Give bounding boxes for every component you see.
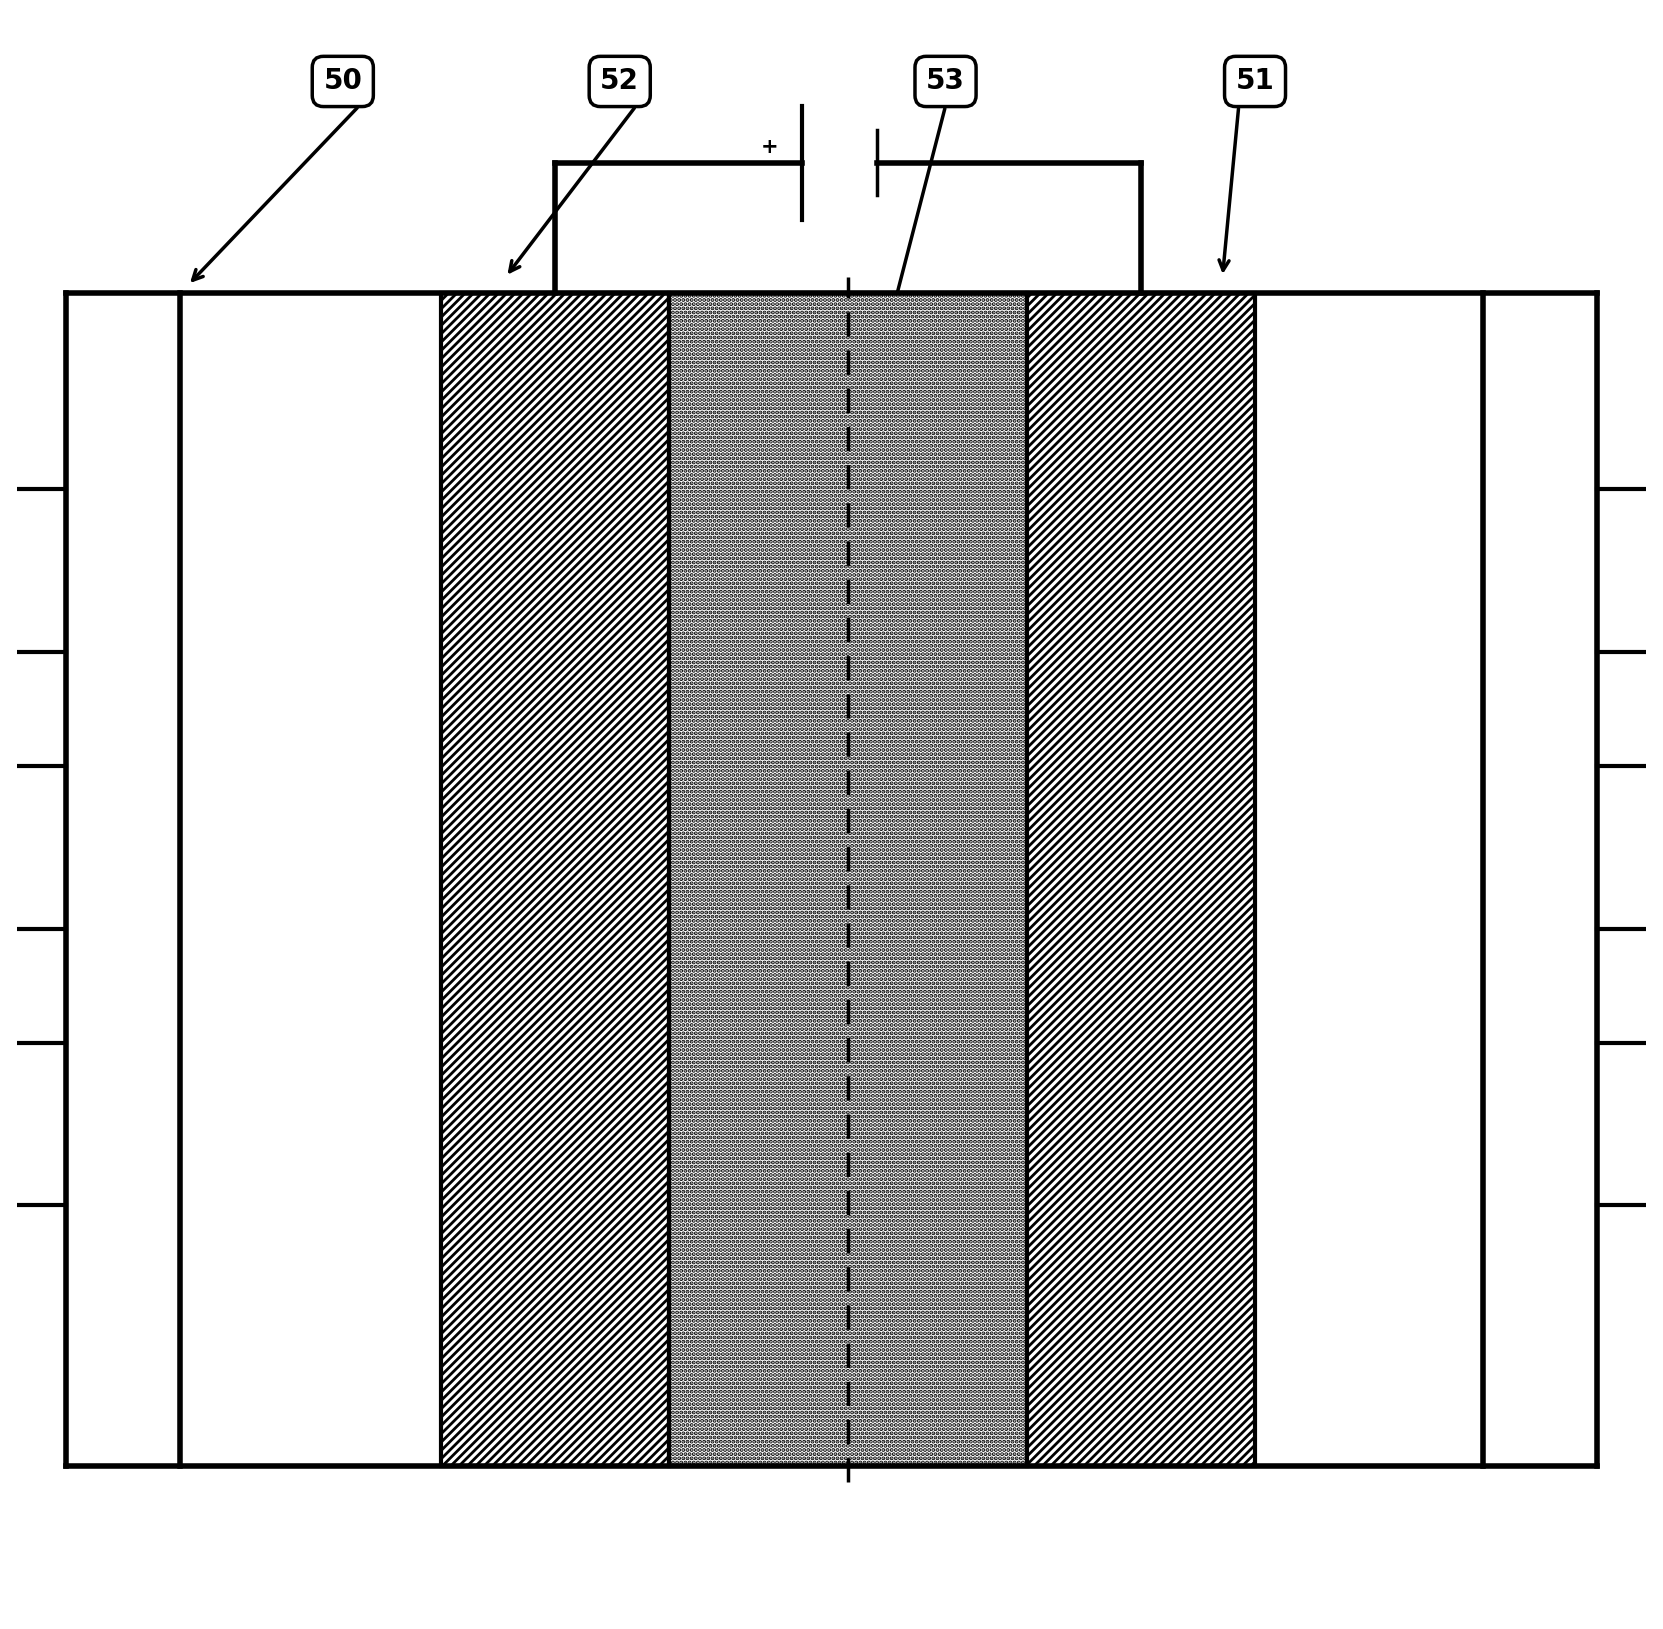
Bar	[0, 766, 75, 929]
Bar	[0, 489, 75, 652]
Bar	[1483, 293, 1596, 1466]
Bar	[1028, 293, 1256, 1466]
Bar	[67, 293, 180, 1466]
Text: 51: 51	[1236, 67, 1274, 96]
Bar	[0, 1043, 75, 1205]
Bar	[1588, 766, 1663, 929]
Bar	[441, 293, 669, 1466]
Bar	[1588, 1043, 1663, 1205]
Text: +: +	[760, 137, 778, 156]
Bar	[180, 293, 441, 1466]
Bar	[1588, 489, 1663, 652]
Bar	[1256, 293, 1483, 1466]
Text: 50: 50	[323, 67, 363, 96]
Text: 53: 53	[926, 67, 965, 96]
Text: 52: 52	[600, 67, 639, 96]
Bar	[180, 293, 1483, 1466]
Bar	[669, 293, 1028, 1466]
